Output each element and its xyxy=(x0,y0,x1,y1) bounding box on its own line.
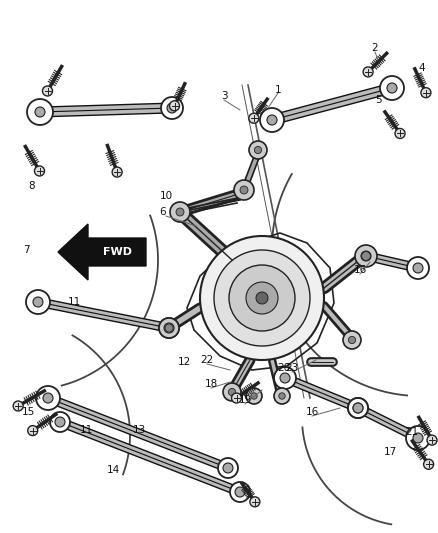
Circle shape xyxy=(112,167,122,177)
Circle shape xyxy=(218,458,238,478)
Text: FWD: FWD xyxy=(102,247,131,257)
Text: 19: 19 xyxy=(238,395,251,405)
Text: 23: 23 xyxy=(286,363,299,373)
Circle shape xyxy=(407,257,429,279)
Circle shape xyxy=(395,128,405,139)
Text: 11: 11 xyxy=(79,425,92,435)
Polygon shape xyxy=(58,224,146,280)
Text: 11: 11 xyxy=(67,297,81,307)
Circle shape xyxy=(35,166,45,176)
Circle shape xyxy=(240,186,248,194)
Circle shape xyxy=(362,252,371,261)
Circle shape xyxy=(200,236,324,360)
Text: 18: 18 xyxy=(205,379,218,389)
Circle shape xyxy=(42,86,53,96)
Circle shape xyxy=(26,290,50,314)
Circle shape xyxy=(214,250,310,346)
Text: 6: 6 xyxy=(160,207,166,217)
Circle shape xyxy=(413,433,423,443)
Text: 14: 14 xyxy=(106,465,120,475)
Circle shape xyxy=(176,208,184,216)
Text: 2: 2 xyxy=(372,43,378,53)
Circle shape xyxy=(164,323,174,333)
Text: 16: 16 xyxy=(305,407,318,417)
Circle shape xyxy=(159,318,179,338)
Circle shape xyxy=(348,398,368,418)
Circle shape xyxy=(274,367,296,389)
Circle shape xyxy=(13,401,23,411)
Circle shape xyxy=(228,389,236,395)
Circle shape xyxy=(413,263,423,273)
Text: 4: 4 xyxy=(419,63,425,73)
Text: 12: 12 xyxy=(177,357,191,367)
Text: 15: 15 xyxy=(21,407,35,417)
Circle shape xyxy=(249,141,267,159)
Circle shape xyxy=(167,103,177,113)
Circle shape xyxy=(387,83,397,93)
Circle shape xyxy=(246,282,278,314)
Circle shape xyxy=(361,251,371,261)
Text: 13: 13 xyxy=(132,425,145,435)
Text: 22: 22 xyxy=(200,355,214,365)
Text: 20: 20 xyxy=(277,363,290,373)
Circle shape xyxy=(170,202,190,222)
Circle shape xyxy=(223,463,233,473)
Circle shape xyxy=(170,101,180,111)
Text: 1: 1 xyxy=(275,85,281,95)
Circle shape xyxy=(406,426,430,450)
Circle shape xyxy=(348,398,368,418)
Circle shape xyxy=(28,426,38,435)
Circle shape xyxy=(235,487,245,497)
Circle shape xyxy=(250,497,260,507)
Text: 8: 8 xyxy=(28,181,35,191)
Circle shape xyxy=(165,324,173,332)
Circle shape xyxy=(254,147,261,154)
Circle shape xyxy=(50,412,70,432)
Text: 21: 21 xyxy=(406,427,419,437)
Circle shape xyxy=(55,417,65,427)
Circle shape xyxy=(274,388,290,404)
Circle shape xyxy=(260,108,284,132)
Circle shape xyxy=(223,383,241,401)
Text: 7: 7 xyxy=(23,245,29,255)
Circle shape xyxy=(230,482,250,502)
Circle shape xyxy=(246,388,262,404)
Circle shape xyxy=(424,459,434,469)
Circle shape xyxy=(229,265,295,331)
Circle shape xyxy=(27,99,53,125)
Circle shape xyxy=(33,297,43,307)
Circle shape xyxy=(267,115,277,125)
Text: 17: 17 xyxy=(383,447,397,457)
Circle shape xyxy=(343,331,361,349)
Circle shape xyxy=(353,403,363,413)
Circle shape xyxy=(251,393,257,399)
Text: 5: 5 xyxy=(374,95,381,105)
Circle shape xyxy=(35,107,45,117)
Circle shape xyxy=(279,393,285,399)
Text: 10: 10 xyxy=(159,191,173,201)
Circle shape xyxy=(380,76,404,100)
Circle shape xyxy=(232,393,241,403)
Circle shape xyxy=(249,113,259,123)
Circle shape xyxy=(355,245,377,267)
Circle shape xyxy=(161,97,183,119)
Circle shape xyxy=(256,292,268,304)
Circle shape xyxy=(36,386,60,410)
Circle shape xyxy=(348,336,356,344)
Circle shape xyxy=(353,403,363,413)
Circle shape xyxy=(421,88,431,98)
Circle shape xyxy=(363,67,373,77)
Circle shape xyxy=(43,393,53,403)
Circle shape xyxy=(280,373,290,383)
Circle shape xyxy=(234,180,254,200)
Circle shape xyxy=(159,318,179,338)
Text: 3: 3 xyxy=(221,91,227,101)
Text: 9: 9 xyxy=(93,243,99,253)
Circle shape xyxy=(356,246,376,266)
Circle shape xyxy=(427,435,437,445)
Text: 16: 16 xyxy=(353,265,367,275)
